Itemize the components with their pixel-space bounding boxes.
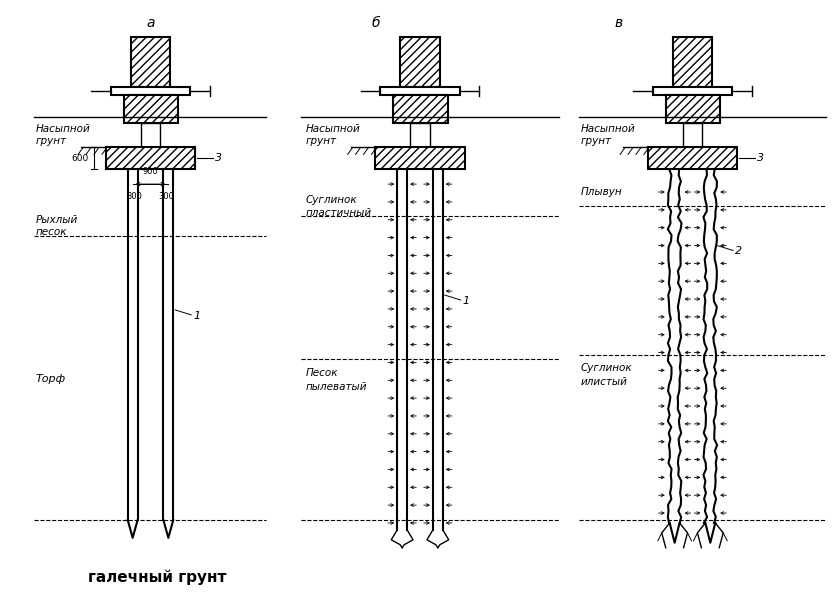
Bar [653,87,732,95]
Text: Песок: Песок [306,368,339,378]
Text: грунт: грунт [580,137,612,146]
Text: илистый: илистый [580,378,627,387]
Text: 900: 900 [143,167,159,176]
Text: Рыхлый: Рыхлый [35,215,78,225]
Text: Насыпной: Насыпной [306,123,361,134]
Text: 1: 1 [193,311,200,321]
Text: Суглинок: Суглинок [580,364,633,373]
Text: песок: песок [35,227,67,237]
Text: а: а [146,16,155,30]
Text: 300: 300 [159,192,174,201]
Text: Насыпной: Насыпной [580,123,635,134]
Text: Насыпной: Насыпной [35,123,91,134]
Bar [111,87,190,95]
Text: грунт: грунт [306,137,337,146]
Bar [123,95,178,123]
Bar [666,95,720,123]
Text: 3: 3 [757,153,764,163]
Text: пылеватый: пылеватый [306,382,368,392]
Text: Плывун: Плывун [580,187,622,197]
Text: грунт: грунт [35,137,66,146]
Bar [393,95,448,123]
Text: в: в [614,16,622,30]
Text: б: б [371,16,380,30]
Bar [381,87,459,95]
Bar [400,38,440,87]
Text: пластичный: пластичный [306,208,372,218]
Text: Суглинок: Суглинок [306,195,358,205]
Text: 3: 3 [215,153,222,163]
Bar [410,123,430,148]
Bar [683,123,702,148]
Text: 1: 1 [463,296,470,306]
Bar [140,123,160,148]
Text: Торф: Торф [35,374,66,384]
Bar [648,148,737,169]
Bar [131,38,171,87]
Text: 600: 600 [71,154,89,163]
Text: галечный грунт: галечный грунт [88,570,227,585]
Text: 300: 300 [127,192,143,201]
Bar [106,148,195,169]
Text: 2: 2 [735,246,743,257]
Bar [673,38,712,87]
Bar [375,148,465,169]
